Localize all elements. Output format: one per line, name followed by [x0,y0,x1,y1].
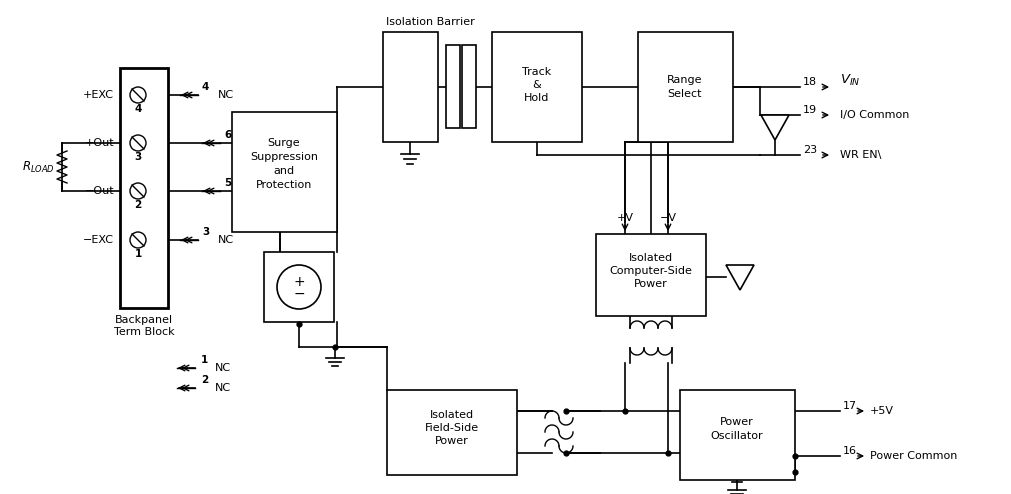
Text: −Out: −Out [84,186,114,196]
Text: 16: 16 [843,446,857,456]
Text: Isolation Barrier: Isolation Barrier [385,17,474,27]
Text: 4: 4 [134,104,142,114]
Text: −EXC: −EXC [83,235,114,245]
Text: Select: Select [667,89,703,99]
Text: 5: 5 [224,178,232,188]
Text: +EXC: +EXC [83,90,114,100]
Text: 1: 1 [134,249,142,259]
Text: NC: NC [218,235,235,245]
Text: +: + [293,275,304,289]
Text: WR EN\: WR EN\ [840,150,882,160]
Bar [446,45,460,128]
Text: Term Block: Term Block [113,327,174,337]
Text: I/O Common: I/O Common [840,110,909,120]
Text: Suppression: Suppression [250,152,318,162]
Text: and: and [273,166,294,176]
Text: Power Common: Power Common [870,451,957,461]
Text: Surge: Surge [268,138,300,148]
Text: Power: Power [720,417,754,427]
Text: $R_{LOAD}$: $R_{LOAD}$ [22,160,55,174]
Text: 23: 23 [803,145,817,155]
Text: 1: 1 [201,355,208,365]
Text: Power: Power [634,279,668,289]
Bar [264,252,334,322]
Text: Field-Side: Field-Side [425,423,479,433]
Bar [492,32,582,142]
Polygon shape [726,265,754,290]
Text: $V_{IN}$: $V_{IN}$ [840,73,860,87]
Text: 6: 6 [224,130,232,140]
Text: +V: +V [617,213,634,223]
Text: −: − [293,287,304,301]
Bar [232,112,337,232]
Text: NC: NC [218,90,235,100]
Bar [462,45,476,128]
Circle shape [130,183,146,199]
Text: 19: 19 [803,105,817,115]
Text: 18: 18 [803,77,817,87]
Text: Track: Track [523,67,552,77]
Text: 4: 4 [202,82,209,92]
Text: Protection: Protection [256,180,312,190]
Text: Isolated: Isolated [430,410,474,420]
Text: −V: −V [659,213,676,223]
Bar [680,390,795,480]
Text: &: & [533,80,541,90]
Polygon shape [761,115,789,140]
Text: Oscillator: Oscillator [711,431,763,441]
Circle shape [130,135,146,151]
Text: Isolated: Isolated [629,253,673,263]
Text: 2: 2 [134,200,142,210]
Text: 3: 3 [202,227,209,237]
Text: Power: Power [435,436,469,446]
Circle shape [277,265,321,309]
Text: NC: NC [215,383,232,393]
Text: 17: 17 [843,401,857,411]
Text: Computer-Side: Computer-Side [610,266,693,276]
Text: Range: Range [667,75,703,85]
Bar [383,32,438,142]
Bar [596,234,706,316]
Text: +Out: +Out [84,138,114,148]
Bar [120,68,168,308]
Circle shape [130,87,146,103]
Circle shape [130,232,146,248]
Text: Hold: Hold [525,93,550,103]
Text: 2: 2 [201,375,208,385]
Text: Backpanel: Backpanel [115,315,173,325]
Text: +5V: +5V [870,406,894,416]
Bar [638,32,733,142]
Bar [387,390,517,475]
Text: 3: 3 [134,152,142,162]
Text: NC: NC [215,363,232,373]
